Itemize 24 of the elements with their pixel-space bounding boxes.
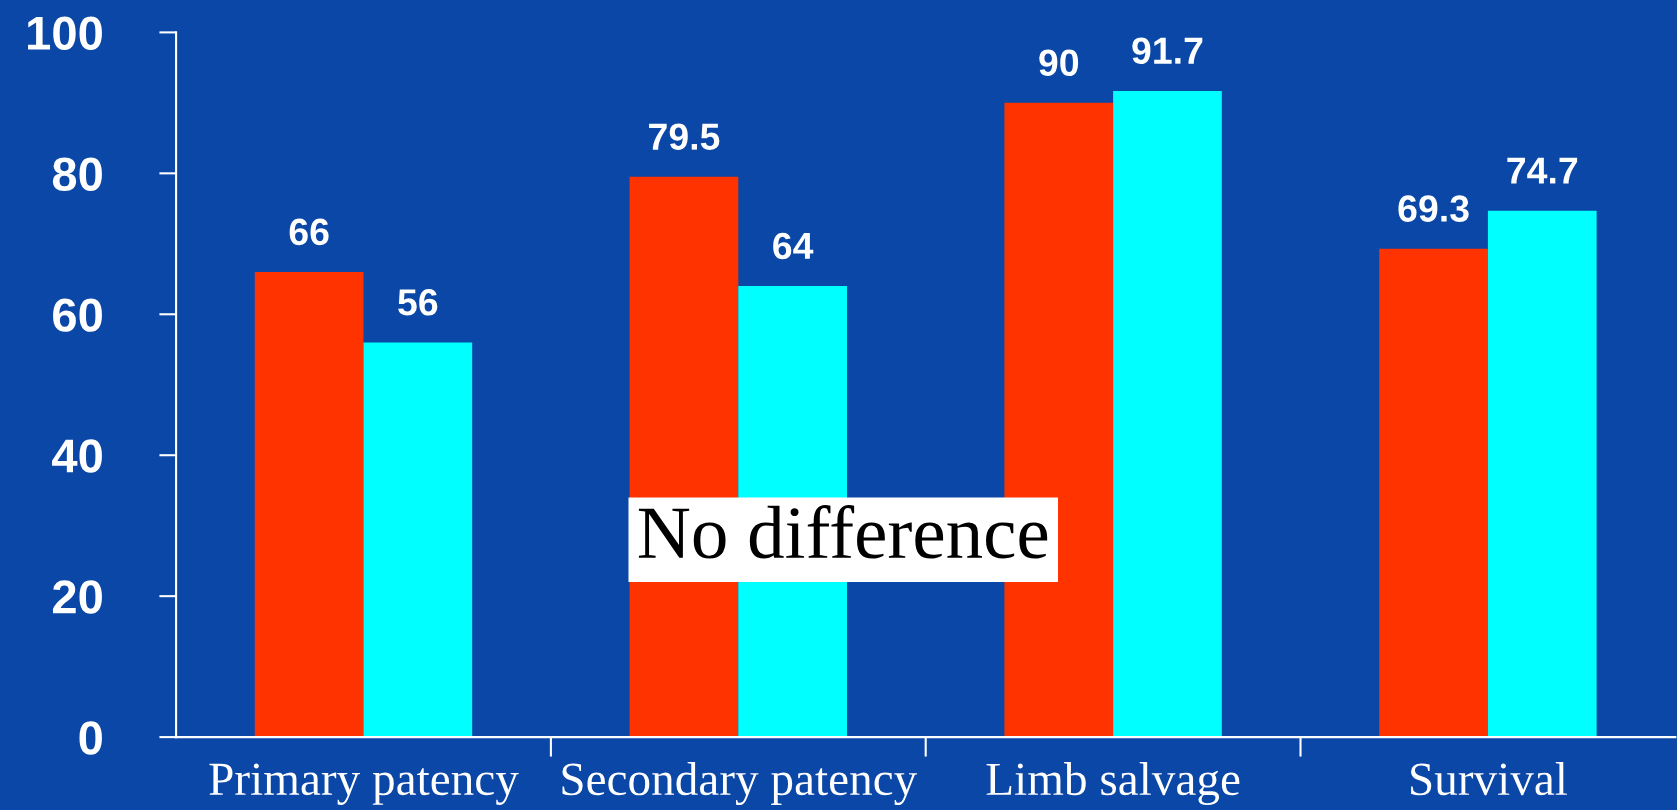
data-label: 90 [1039,49,1079,77]
bar [363,342,473,738]
x-tick-label: Survival [1411,762,1567,796]
bar [1113,90,1222,738]
data-label: 79.5 [649,123,720,151]
bar [1379,248,1488,738]
data-label: 66 [289,218,329,246]
y-tick-label: 100 [28,16,102,50]
x-tick-label: Primary patency [209,763,519,805]
y-tick-label: 20 [52,580,102,614]
annotation: No difference [638,505,1048,559]
bar [254,272,364,738]
data-label: 69.3 [1398,195,1469,222]
y-tick-label: 0 [79,721,102,755]
x-tick-label: Secondary patency [562,762,918,806]
data-label: 64 [773,232,814,260]
data-label: 56 [398,289,438,316]
y-tick-label: 60 [53,298,102,332]
bar [1487,210,1597,738]
x-tick-label: Limb salvage [986,762,1240,806]
y-tick-label: 40 [52,439,102,473]
data-label: 91.7 [1132,37,1203,65]
data-label: 74.7 [1507,157,1578,184]
y-tick-label: 80 [52,157,102,191]
